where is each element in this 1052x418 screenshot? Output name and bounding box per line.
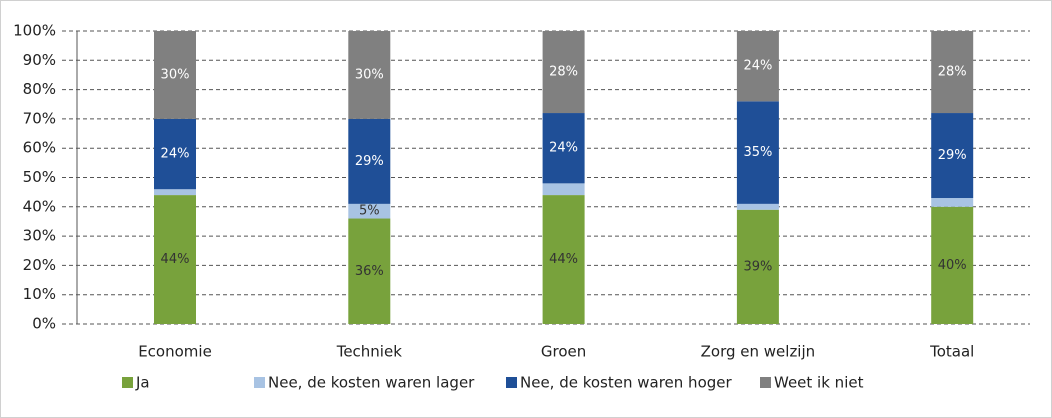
data-label: 24% [161,147,190,162]
bar-segment [736,101,779,204]
legend-label: Nee, de kosten waren lager [268,374,475,392]
legend-swatch [254,377,265,388]
bar-segment [348,203,391,219]
bar-segment [931,31,974,114]
bar-segment [736,31,779,102]
bar-segment [542,183,585,196]
bar-segment [154,118,196,190]
x-tick-label: Techniek [336,343,402,361]
y-tick-label: 10% [23,285,56,303]
data-label: 36% [355,264,384,279]
bar-segment [542,195,585,324]
data-label: 44% [549,252,578,267]
bar-segment [348,218,391,324]
y-tick-label: 0% [32,315,56,333]
y-tick-label: 70% [23,109,56,127]
data-label: 24% [549,141,578,156]
bar-segment [348,31,391,119]
x-tick-label: Groen [541,343,586,361]
y-tick-label: 40% [23,197,56,215]
y-tick-label: 80% [23,80,56,98]
x-tick-label: Totaal [929,343,974,361]
x-tick-label: Economie [138,343,212,361]
y-tick-label: 30% [23,227,56,245]
bar-segment [154,189,196,196]
data-label: 29% [938,148,967,163]
data-label: 39% [743,259,772,274]
data-label: 30% [355,67,384,82]
legend-label: Ja [135,374,150,392]
legend-label: Weet ik niet [774,374,864,392]
y-tick-label: 60% [23,139,56,157]
bar-segment [542,31,585,114]
x-tick-label: Zorg en welzijn [701,343,816,361]
data-label: 28% [549,65,578,80]
legend-swatch [122,377,133,388]
bar-segment [154,31,196,119]
data-label: 28% [938,65,967,80]
data-label: 40% [938,258,967,273]
bar-segment [348,118,391,204]
bar-segment [542,113,585,184]
legend-swatch [506,377,517,388]
y-tick-label: 20% [23,256,56,274]
y-tick-label: 90% [23,51,56,69]
y-tick-label: 100% [13,22,56,40]
y-tick-label: 50% [23,168,56,186]
data-label: 24% [743,59,772,74]
bar-segment [736,209,779,324]
bar-segment [736,203,779,210]
data-label: 5% [359,204,380,219]
data-label: 29% [355,154,384,169]
legend-label: Nee, de kosten waren hoger [520,374,732,392]
legend-swatch [760,377,771,388]
data-label: 44% [161,252,190,267]
bar-segment [931,198,974,207]
bar-segment [931,206,974,324]
data-label: 30% [161,67,190,82]
data-label: 35% [743,145,772,160]
bar-segment [154,195,196,324]
bar-segment [931,113,974,199]
